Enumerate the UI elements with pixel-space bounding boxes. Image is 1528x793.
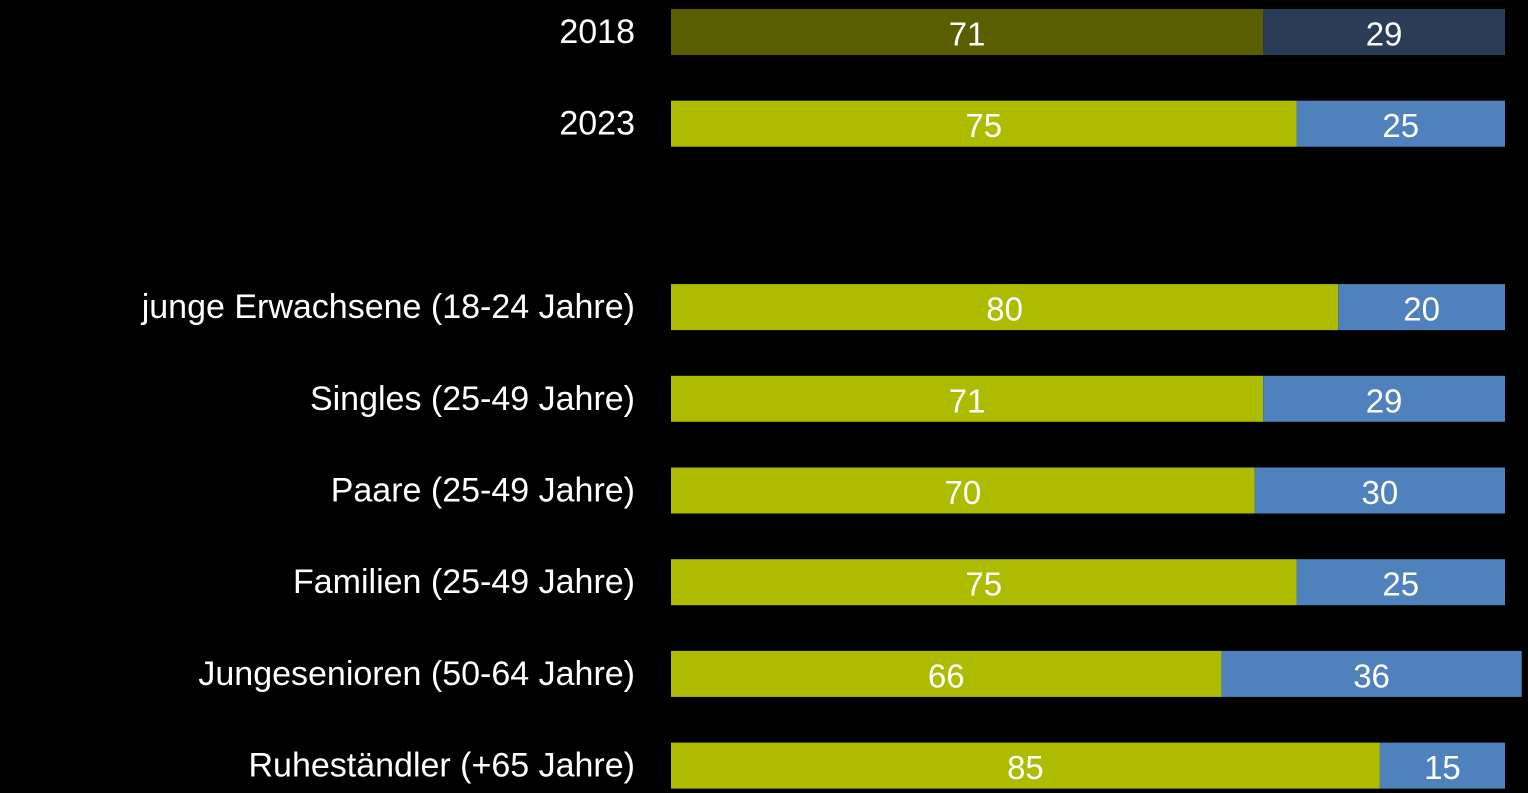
data-label: 66 [928,657,965,694]
bar-segment [671,650,1222,697]
data-label: 70 [945,474,982,511]
data-label: 30 [1362,474,1399,511]
bar-segment [671,284,1339,331]
data-label: 15 [1424,749,1461,786]
category-label: 2018 [559,13,635,51]
data-label: 71 [949,16,986,53]
data-label: 71 [949,382,986,419]
data-label: 75 [965,566,1002,603]
bar-segment [671,467,1255,514]
category-label: junge Erwachsene (18-24 Jahre) [141,288,635,326]
bar-segment [1296,100,1505,147]
data-label: 85 [1007,749,1044,786]
bar-segment [1338,284,1505,331]
bar-segment [1296,559,1505,606]
data-label: 36 [1353,657,1390,694]
data-label: 25 [1382,107,1419,144]
bar-segment [671,559,1297,606]
data-label: 29 [1366,16,1403,53]
bar-segment [671,742,1380,789]
bar-segment [1263,9,1505,55]
bar-segment [671,100,1297,147]
category-label: Familien (25-49 Jahre) [293,563,635,601]
category-label: Paare (25-49 Jahre) [331,472,635,510]
data-label: 80 [986,291,1023,328]
category-label: Ruheständler (+65 Jahre) [248,747,635,785]
bar-segment [1379,742,1505,789]
data-label: 75 [965,107,1002,144]
bar-segment [1254,467,1505,514]
category-label: Singles (25-49 Jahre) [310,380,635,418]
data-label: 20 [1403,291,1440,328]
bar-segment [671,9,1264,55]
category-label: Jungesenioren (50-64 Jahre) [198,655,635,693]
bar-segment [1263,375,1505,422]
data-label: 25 [1382,566,1419,603]
bar-segment [1221,650,1522,697]
category-label: 2023 [559,105,635,143]
bar-segment [671,375,1264,422]
data-label: 29 [1366,382,1403,419]
